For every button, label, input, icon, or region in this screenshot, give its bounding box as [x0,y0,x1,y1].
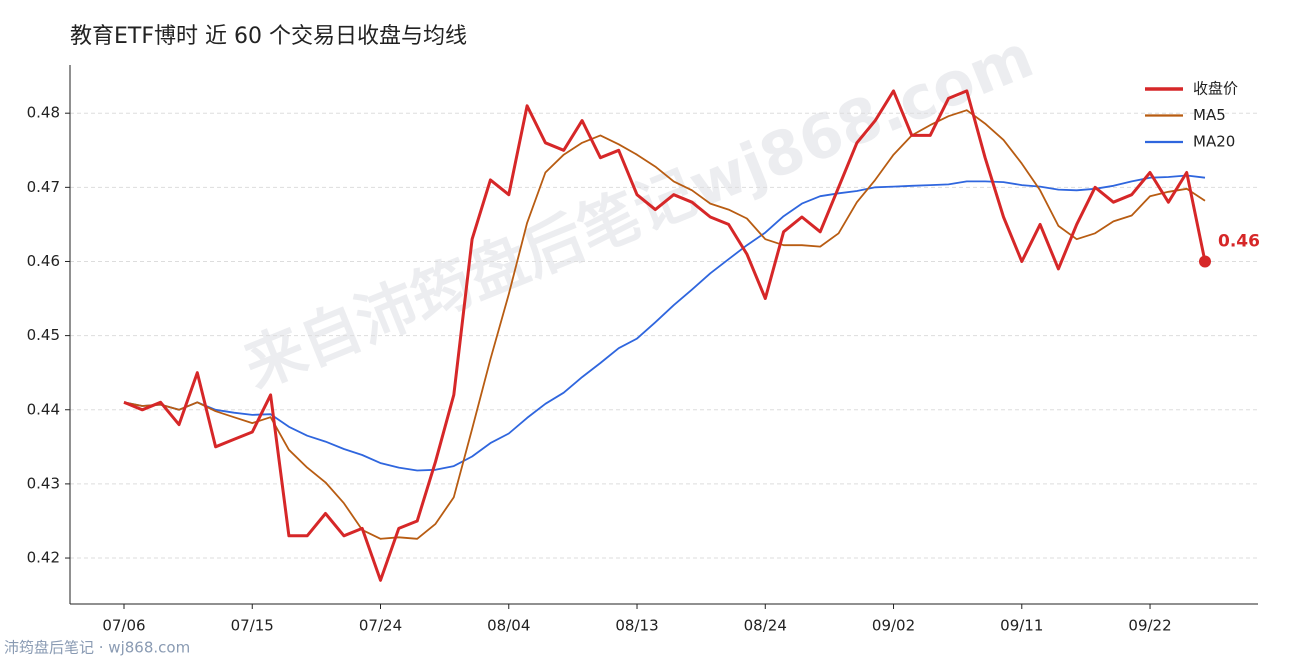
footer: 沛筠盘后笔记 · wj868.com [4,639,190,657]
x-tick-label: 09/22 [1128,617,1171,635]
x-tick-label: 07/24 [359,617,402,635]
y-tick-label: 0.47 [27,178,60,196]
x-tick-label: 07/06 [102,617,145,635]
x-tick-label: 08/13 [615,617,658,635]
x-tick-label: 08/24 [744,617,787,635]
chart-title: 教育ETF博时 近 60 个交易日收盘与均线 [70,24,467,49]
y-tick-label: 0.43 [27,474,60,492]
y-tick-label: 0.48 [27,104,60,122]
x-tick-label: 09/11 [1000,617,1043,635]
legend-label: MA20 [1193,133,1235,151]
end-point [1199,255,1211,268]
y-tick-label: 0.42 [27,549,60,567]
legend-label: 收盘价 [1193,80,1238,98]
series-line [123,174,1206,472]
watermark: 来自沛筠盘后笔记wj868.com [235,21,1043,402]
legend-label: MA5 [1193,106,1226,124]
series-line [123,89,1207,582]
series-line [123,109,1206,540]
value-label: 0.46 [1218,231,1260,251]
x-tick-label: 08/04 [487,617,530,635]
y-tick-label: 0.46 [27,252,60,270]
y-tick-label: 0.44 [27,400,60,418]
y-tick-label: 0.45 [27,326,60,344]
x-tick-label: 07/15 [231,617,274,635]
x-tick-label: 09/02 [872,617,915,635]
